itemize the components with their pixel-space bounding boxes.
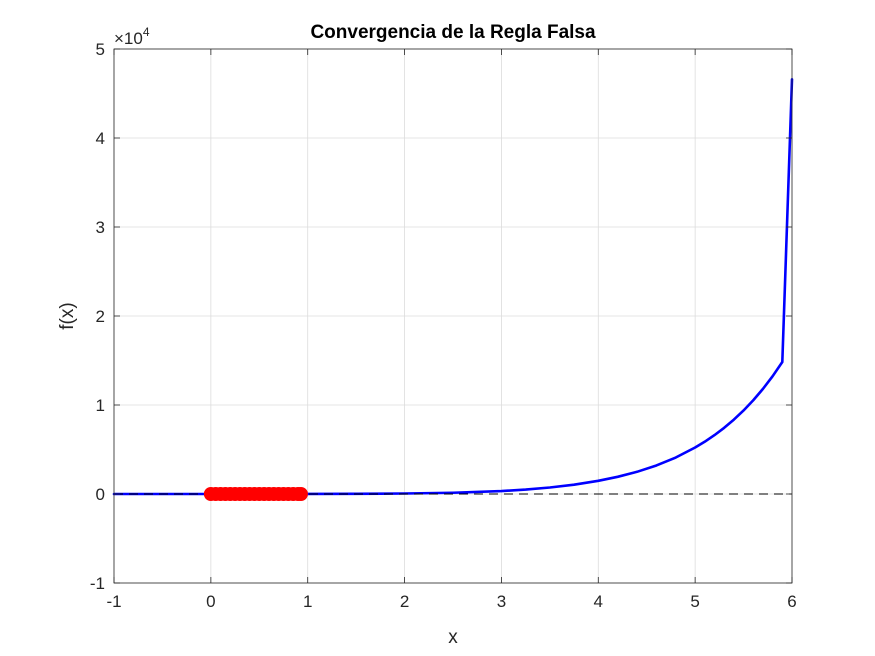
ticks bbox=[113, 48, 793, 584]
x-tick-label: -1 bbox=[106, 592, 121, 611]
x-tick-label: 2 bbox=[400, 592, 409, 611]
y-tick-label: -1 bbox=[90, 574, 105, 593]
chart-title: Convergencia de la Regla Falsa bbox=[310, 22, 596, 43]
y-tick-label: 0 bbox=[96, 485, 105, 504]
x-tick-label: 4 bbox=[594, 592, 603, 611]
x-tick-label: 6 bbox=[787, 592, 796, 611]
y-tick-label: 2 bbox=[96, 307, 105, 326]
plot-content bbox=[112, 77, 794, 501]
iteration-point bbox=[293, 487, 308, 501]
x-axis-label: x bbox=[448, 627, 458, 648]
x-tick-label: 0 bbox=[206, 592, 215, 611]
y-tick-label: 1 bbox=[96, 396, 105, 415]
y-axis-label: f(x) bbox=[57, 302, 78, 329]
tick-labels: -1 0 1 2 3 4 5 6 -1 0 1 2 3 4 5 bbox=[90, 40, 797, 611]
x-tick-label: 5 bbox=[690, 592, 699, 611]
y-tick-label: 5 bbox=[96, 40, 105, 59]
y-exponent-base: ×10 bbox=[114, 29, 143, 48]
y-exponent-power: 4 bbox=[143, 25, 150, 39]
y-tick-label: 3 bbox=[96, 218, 105, 237]
x-tick-label: 3 bbox=[497, 592, 506, 611]
svg-text:×104: ×104 bbox=[114, 25, 150, 48]
y-axis-exponent: ×104 bbox=[114, 25, 150, 48]
y-tick-label: 4 bbox=[96, 129, 105, 148]
x-tick-label: 1 bbox=[303, 592, 312, 611]
